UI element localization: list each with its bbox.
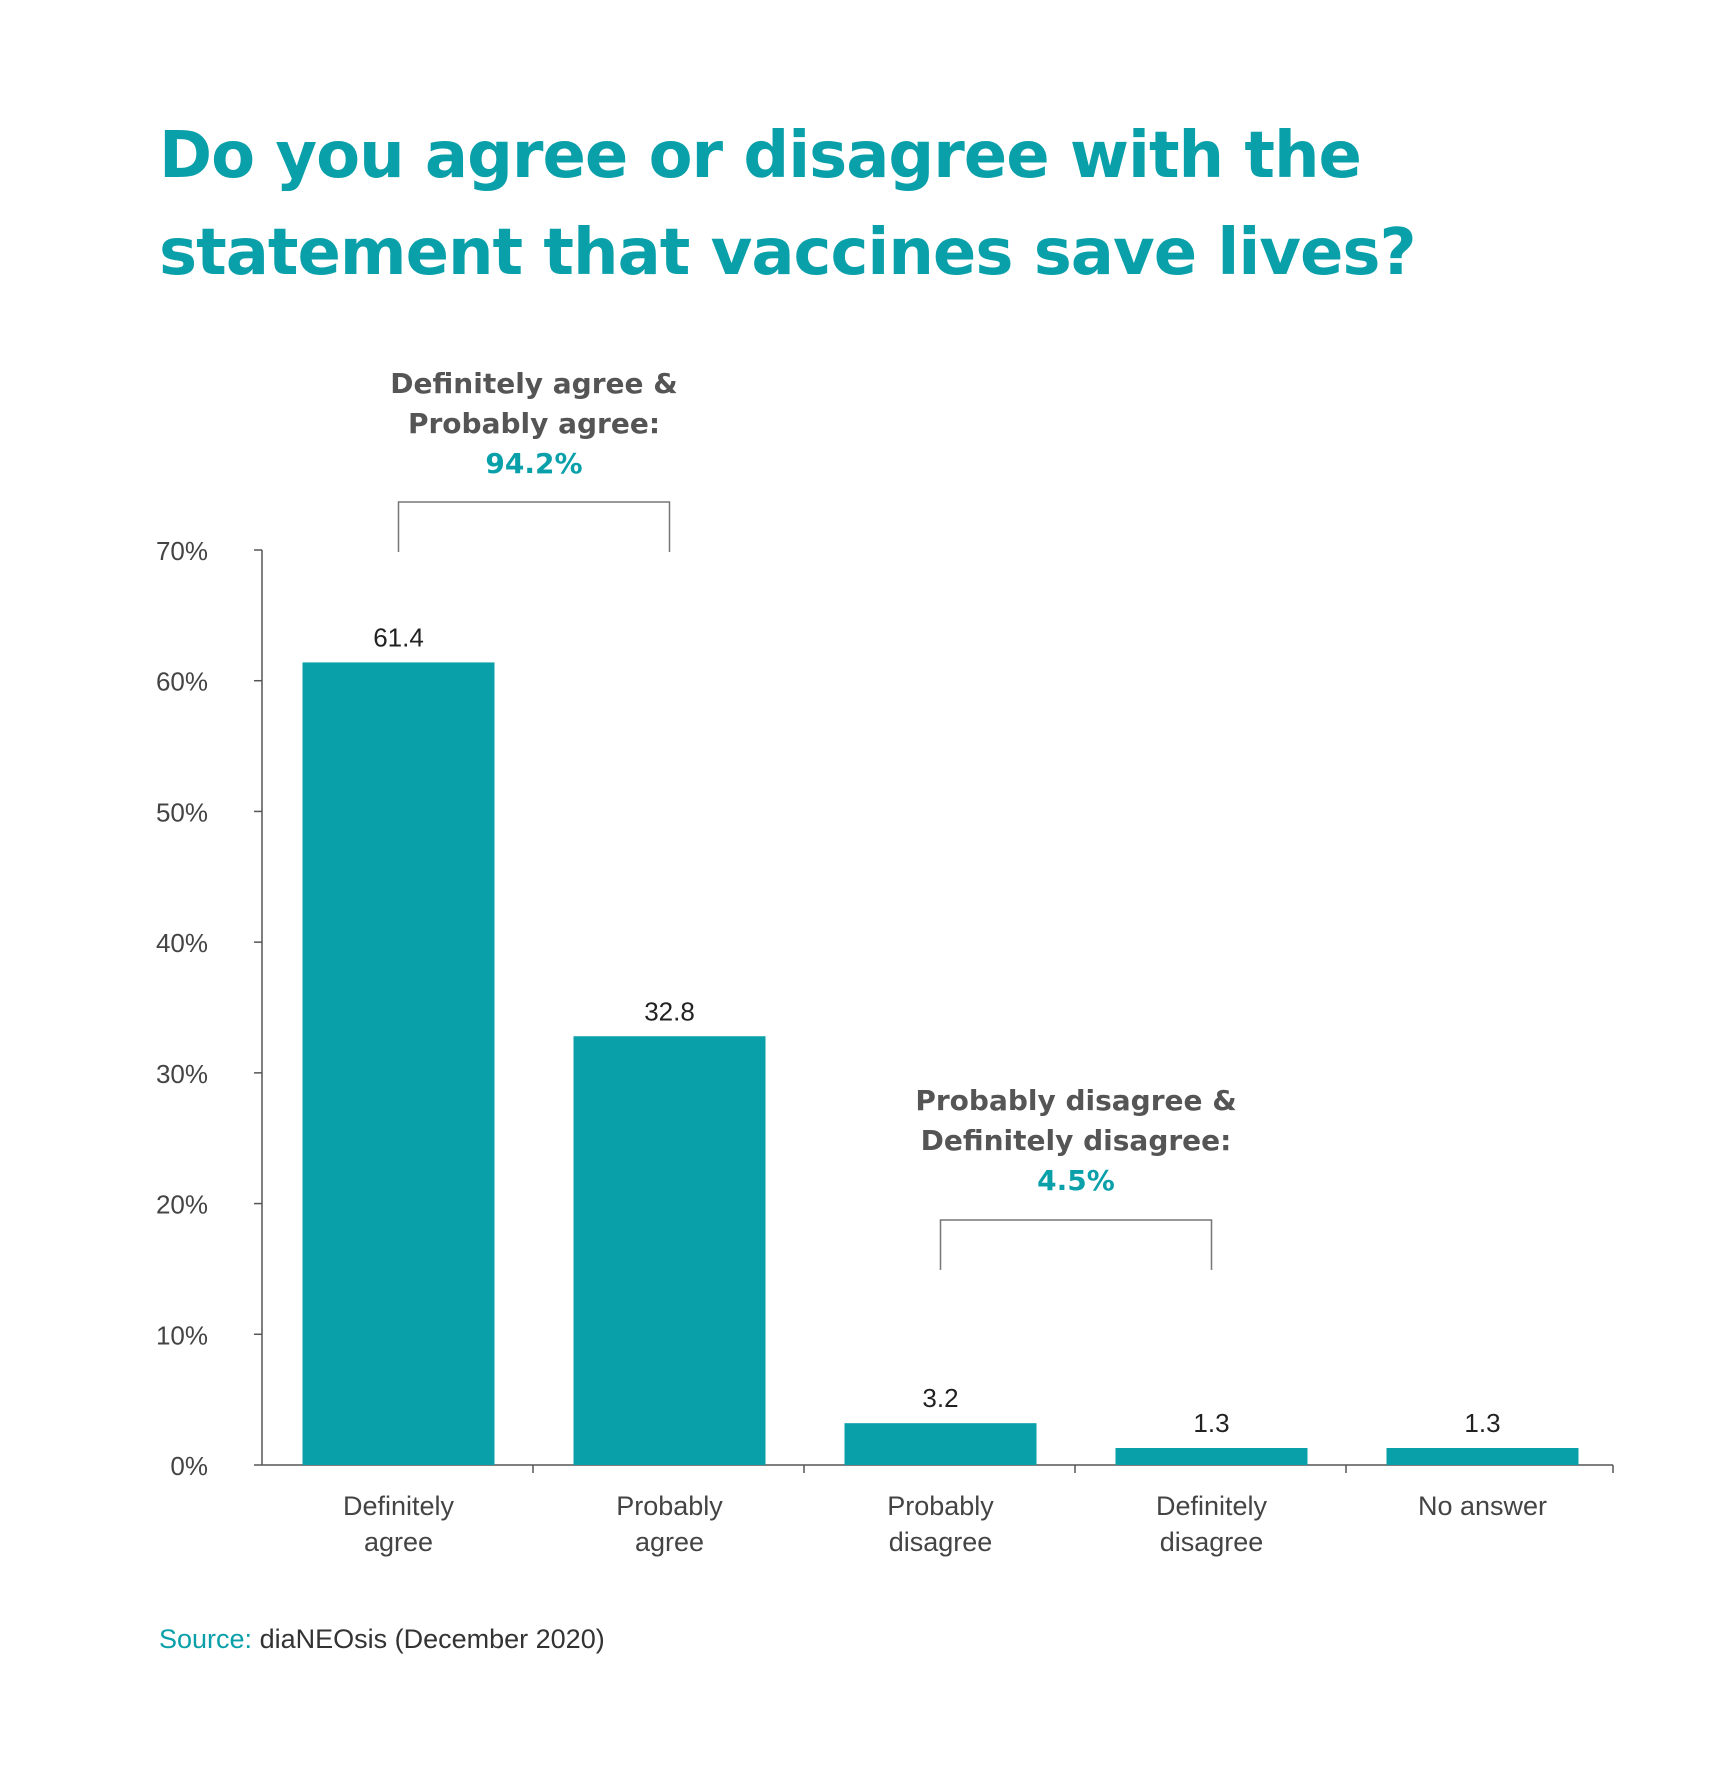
x-tick-label: Definitely — [1156, 1491, 1268, 1521]
annotation-text: Definitely disagree: — [921, 1124, 1232, 1157]
x-tick-label: Probably — [616, 1491, 723, 1521]
y-tick-label: 30% — [156, 1059, 208, 1089]
x-tick-label: Probably — [887, 1491, 994, 1521]
x-tick-label: disagree — [889, 1527, 993, 1557]
bar-value-label: 1.3 — [1193, 1408, 1229, 1438]
bar-value-label: 32.8 — [644, 996, 695, 1026]
source-note: Source: diaNEOsis (December 2020) — [159, 1624, 605, 1655]
x-tick-label: agree — [364, 1527, 433, 1557]
x-tick-label: No answer — [1418, 1491, 1547, 1521]
x-tick-label: disagree — [1160, 1527, 1264, 1557]
bar — [1386, 1448, 1579, 1465]
bar-value-label: 3.2 — [922, 1383, 958, 1413]
x-tick-label: agree — [635, 1527, 704, 1557]
annotation-value: 4.5% — [1037, 1164, 1115, 1197]
bar-value-label: 61.4 — [373, 622, 424, 652]
y-tick-label: 70% — [156, 536, 208, 566]
annotation-text: Definitely agree & — [390, 367, 677, 400]
chart-title-line-1: Do you agree or disagree with the — [159, 119, 1362, 193]
bar — [844, 1423, 1037, 1465]
source-label: Source: — [159, 1624, 253, 1654]
x-tick-label: Definitely — [343, 1491, 455, 1521]
bar — [573, 1036, 766, 1465]
y-tick-label: 10% — [156, 1320, 208, 1350]
source-text: diaNEOsis (December 2020) — [252, 1624, 605, 1654]
y-tick-label: 40% — [156, 928, 208, 958]
annotation-text: Probably agree: — [408, 407, 660, 440]
bar-value-label: 1.3 — [1464, 1408, 1500, 1438]
y-tick-label: 50% — [156, 797, 208, 827]
y-tick-label: 60% — [156, 667, 208, 697]
bar — [1115, 1448, 1308, 1465]
annotation-text: Probably disagree & — [915, 1084, 1236, 1117]
annotation-bracket — [939, 1219, 1213, 1270]
annotation-bracket — [397, 501, 671, 552]
y-tick-label: 0% — [170, 1451, 208, 1481]
chart-title: Do you agree or disagree with the statem… — [159, 108, 1609, 302]
annotation-value: 94.2% — [485, 447, 582, 480]
bar — [302, 662, 495, 1465]
chart-title-line-2: statement that vaccines save lives? — [159, 216, 1417, 290]
y-tick-label: 20% — [156, 1190, 208, 1220]
